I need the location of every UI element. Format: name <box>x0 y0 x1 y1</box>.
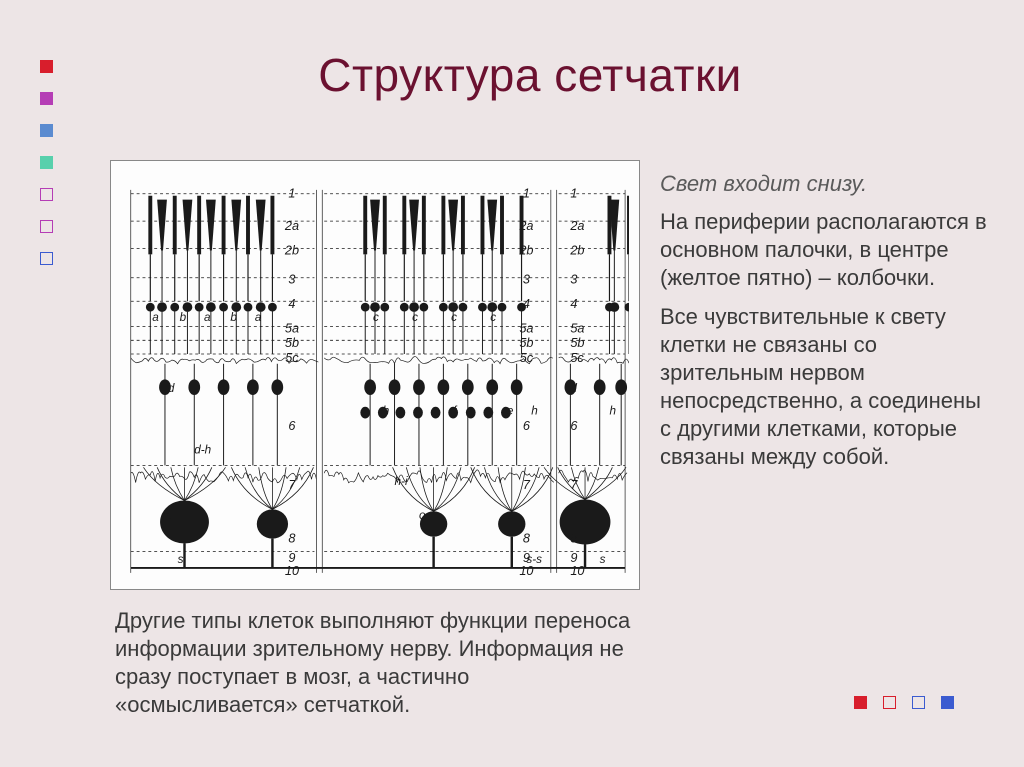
svg-text:5a: 5a <box>519 322 533 336</box>
svg-text:h: h <box>609 405 616 418</box>
svg-text:a: a <box>255 311 262 324</box>
svg-text:e: e <box>507 405 514 418</box>
svg-text:b: b <box>230 311 237 324</box>
svg-text:s-s: s-s <box>526 553 542 566</box>
svg-text:s: s <box>178 553 184 566</box>
svg-text:c: c <box>412 311 418 324</box>
left-bullet-list <box>40 60 53 265</box>
retina-svg: 1112a2a2a2b2b2b3334445a5a5a5b5b5b5c5c5c6… <box>121 169 629 581</box>
svg-text:a: a <box>204 311 211 324</box>
svg-text:h: h <box>531 405 538 418</box>
svg-text:4: 4 <box>570 297 577 311</box>
svg-text:1: 1 <box>523 187 530 201</box>
svg-text:5c: 5c <box>285 351 299 365</box>
svg-text:h: h <box>383 405 390 418</box>
svg-text:5b: 5b <box>285 336 299 350</box>
svg-text:5a: 5a <box>570 322 584 336</box>
bullet-square <box>40 156 53 169</box>
svg-text:d: d <box>219 382 226 395</box>
bullet-square <box>912 696 925 709</box>
svg-text:1: 1 <box>570 187 577 201</box>
svg-text:1: 1 <box>288 187 295 201</box>
svg-text:m: m <box>162 509 172 522</box>
svg-text:7: 7 <box>523 478 531 492</box>
svg-text:10: 10 <box>570 564 584 578</box>
bullet-square <box>40 252 53 265</box>
svg-text:c: c <box>490 311 496 324</box>
svg-text:b: b <box>180 311 187 324</box>
svg-text:8: 8 <box>288 532 295 546</box>
svg-text:2b: 2b <box>284 243 299 257</box>
slide-title: Структура сетчатки <box>170 48 890 102</box>
svg-text:7: 7 <box>288 478 296 492</box>
svg-text:c: c <box>451 311 457 324</box>
svg-text:o: o <box>419 509 426 522</box>
svg-text:p: p <box>506 509 514 522</box>
side-p1: На периферии располагаются в основном па… <box>660 208 990 292</box>
bullet-square <box>40 92 53 105</box>
side-intro: Свет входит снизу. <box>660 170 990 198</box>
svg-text:2b: 2b <box>518 243 533 257</box>
bullet-square <box>40 124 53 137</box>
bullet-square <box>40 188 53 201</box>
svg-text:s: s <box>600 553 606 566</box>
bullet-square <box>40 60 53 73</box>
svg-text:5c: 5c <box>520 351 534 365</box>
slide-title-area: Структура сетчатки <box>170 48 890 102</box>
bullet-square <box>854 696 867 709</box>
svg-text:4: 4 <box>523 297 530 311</box>
svg-text:4: 4 <box>288 297 295 311</box>
bottom-right-bullets <box>854 696 954 709</box>
svg-text:d-h: d-h <box>194 444 211 457</box>
svg-text:h-i: h-i <box>395 475 408 488</box>
svg-text:5b: 5b <box>519 336 533 350</box>
svg-text:6: 6 <box>523 419 531 433</box>
svg-text:6: 6 <box>288 419 296 433</box>
svg-text:3: 3 <box>288 273 295 287</box>
svg-text:d: d <box>570 382 577 395</box>
svg-text:c: c <box>373 311 379 324</box>
svg-text:d: d <box>168 382 175 395</box>
side-p2: Все чувствительные к свету клетки не свя… <box>660 303 990 472</box>
svg-text:2a: 2a <box>569 219 584 233</box>
retina-diagram: 1112a2a2a2b2b2b3334445a5a5a5b5b5b5c5c5c6… <box>110 160 640 590</box>
svg-text:8: 8 <box>523 532 530 546</box>
svg-text:6: 6 <box>570 419 578 433</box>
bullet-square <box>883 696 896 709</box>
svg-text:8: 8 <box>570 532 577 546</box>
svg-text:10: 10 <box>285 564 299 578</box>
svg-text:n: n <box>268 509 275 522</box>
svg-text:2a: 2a <box>284 219 299 233</box>
svg-text:3: 3 <box>570 273 577 287</box>
bottom-text: Другие типы клеток выполняют функции пер… <box>115 607 650 720</box>
bullet-square <box>941 696 954 709</box>
svg-text:5b: 5b <box>570 336 584 350</box>
side-text-block: Свет входит снизу. На периферии располаг… <box>660 170 990 482</box>
bullet-square <box>40 220 53 233</box>
svg-text:3: 3 <box>523 273 530 287</box>
svg-text:a: a <box>152 311 159 324</box>
svg-text:5a: 5a <box>285 322 299 336</box>
svg-text:2a: 2a <box>518 219 533 233</box>
svg-text:2b: 2b <box>569 243 584 257</box>
svg-text:5c: 5c <box>570 351 584 365</box>
svg-text:7: 7 <box>570 478 578 492</box>
svg-text:e: e <box>272 382 279 395</box>
